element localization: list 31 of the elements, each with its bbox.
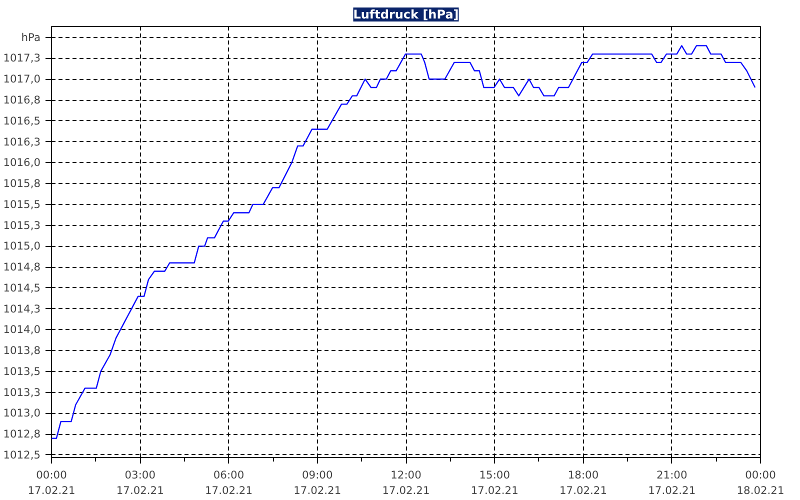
y-tick-label: 1016,3 bbox=[3, 135, 41, 148]
x-tick-label: 18:00 17.02.21 bbox=[560, 468, 607, 498]
y-tick-label: 1013,0 bbox=[3, 406, 41, 420]
y-tick-label: 1013,8 bbox=[3, 344, 41, 358]
y-tick-label: 1014,8 bbox=[3, 260, 41, 274]
y-tick-label: 1014,5 bbox=[3, 281, 41, 294]
y-tick-label: 1015,8 bbox=[3, 177, 41, 190]
y-tick-label: 1015,5 bbox=[3, 198, 41, 211]
y-tick-label: 1013,5 bbox=[3, 364, 41, 378]
x-tick-label: 12:00 17.02.21 bbox=[382, 468, 430, 498]
y-tick-label: 1013,3 bbox=[3, 386, 41, 399]
x-tick-label: 03:00 17.02.21 bbox=[116, 468, 164, 498]
x-tick-label: 00:00 18.02.21 bbox=[736, 468, 784, 498]
y-tick-label: 1012,5 bbox=[3, 448, 41, 462]
y-tick-label: 1017,0 bbox=[3, 72, 41, 86]
x-tick-label: 09:00 17.02.21 bbox=[294, 468, 342, 498]
x-tick-label: 21:00 17.02.21 bbox=[648, 468, 696, 498]
y-tick-label: 1016,0 bbox=[3, 156, 41, 170]
y-tick-label: 1012,8 bbox=[3, 428, 41, 441]
y-tick-label: 1014,3 bbox=[3, 302, 41, 316]
y-tick-label: 1016,8 bbox=[3, 94, 41, 107]
y-tick-label: 1017,3 bbox=[3, 52, 41, 65]
x-tick-label: 00:00 17.02.21 bbox=[28, 468, 76, 498]
y-tick-label: 1015,0 bbox=[3, 240, 41, 253]
y-tick-label: 1014,0 bbox=[3, 323, 41, 336]
x-tick-label: 06:00 17.02.21 bbox=[205, 468, 252, 498]
chart-title: Luftdruck [hPa] bbox=[353, 8, 459, 22]
x-tick-label: 15:00 17.02.21 bbox=[470, 468, 518, 498]
y-tick-label: 1016,5 bbox=[3, 114, 41, 128]
y-axis-title: hPa bbox=[21, 30, 41, 44]
y-tick-label: 1015,3 bbox=[3, 218, 41, 232]
